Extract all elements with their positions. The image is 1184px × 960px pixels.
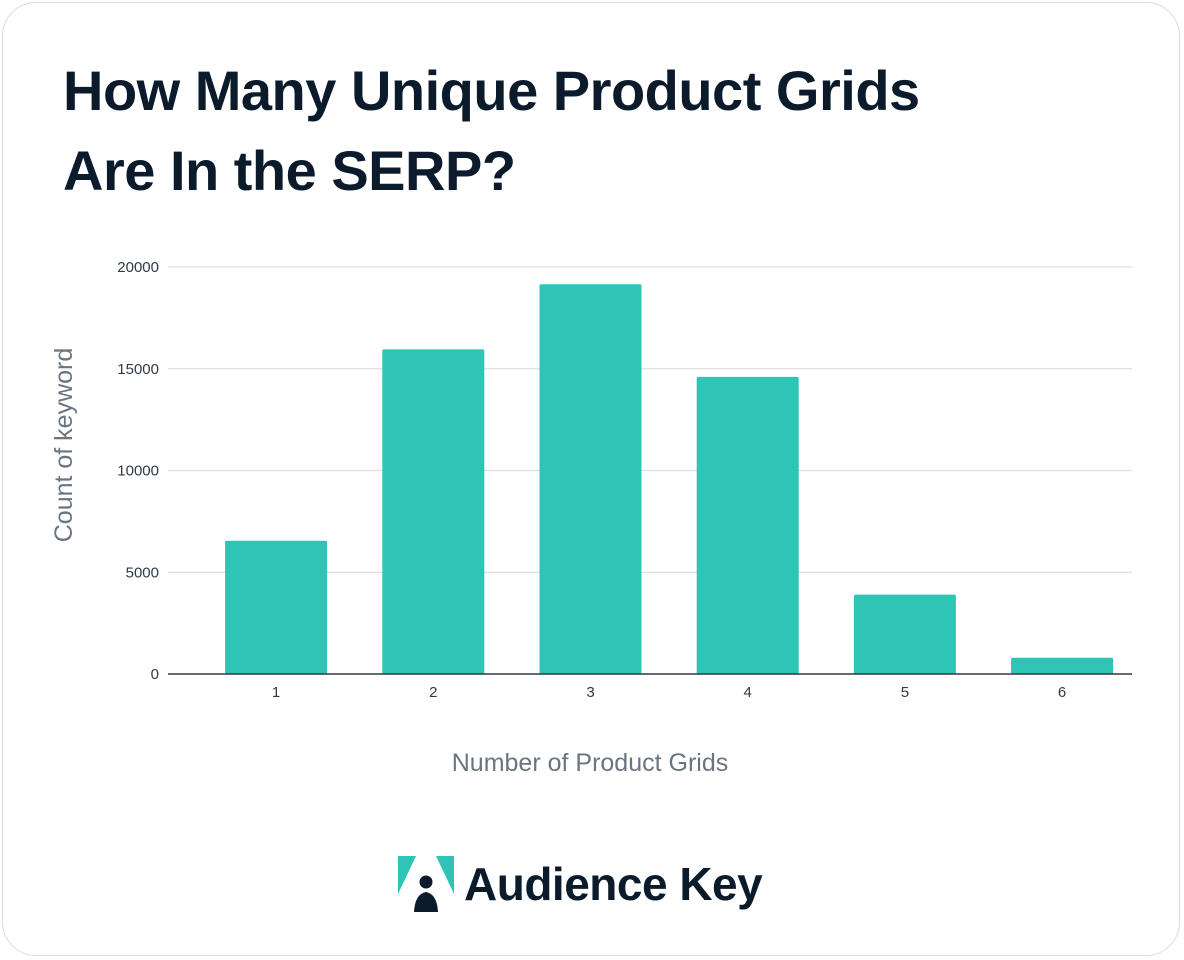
brand-name: Audience Key <box>464 858 763 910</box>
bars <box>225 284 1114 674</box>
x-axis-label: Number of Product Grids <box>452 749 729 777</box>
x-tick-label: 6 <box>1058 684 1066 701</box>
bar <box>853 594 956 674</box>
y-tick-label: 15000 <box>117 361 159 378</box>
y-axis-label: Count of keyword <box>50 348 78 543</box>
y-tick-label: 0 <box>151 666 159 683</box>
bar <box>696 376 799 674</box>
x-tick-label: 4 <box>744 684 752 701</box>
x-tick-label: 1 <box>272 684 280 701</box>
bar <box>225 540 328 674</box>
y-tick-label: 20000 <box>117 259 159 276</box>
bar <box>539 284 642 674</box>
x-tick-label: 2 <box>429 684 437 701</box>
x-axis-ticks: 1 2 3 4 5 6 <box>272 684 1066 701</box>
chart-title-line-1: How Many Unique Product Grids <box>63 59 920 122</box>
chart-title-line-2: Are In the SERP? <box>63 139 516 202</box>
x-tick-label: 3 <box>586 684 594 701</box>
bar <box>382 349 485 674</box>
audience-key-logo-icon <box>398 856 454 912</box>
x-tick-label: 5 <box>901 684 909 701</box>
y-tick-label: 5000 <box>126 564 159 581</box>
y-axis-ticks: 0 5000 10000 15000 20000 <box>117 259 159 683</box>
y-tick-label: 10000 <box>117 463 159 480</box>
bar <box>1011 657 1114 674</box>
chart-title: How Many Unique Product Grids Are In the… <box>63 51 1063 211</box>
gridlines <box>168 266 1132 573</box>
